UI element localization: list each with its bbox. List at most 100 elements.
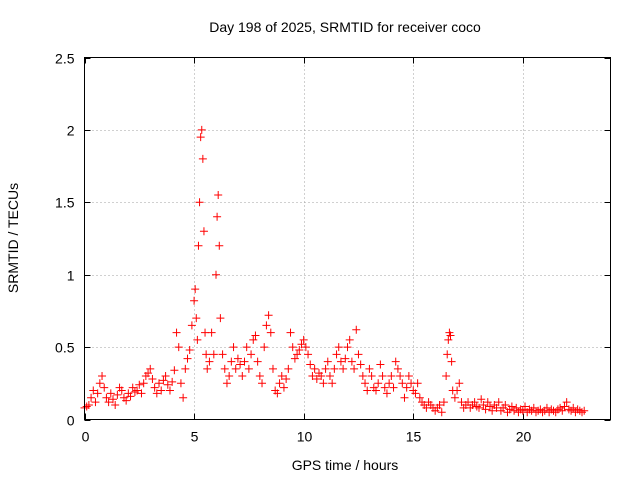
data-point [159,376,168,385]
data-point [128,383,137,392]
data-point [385,379,394,388]
data-point [117,386,126,395]
data-point [146,364,155,373]
data-point [398,379,407,388]
data-point [472,402,481,411]
data-point [172,328,181,337]
data-point [155,379,164,388]
data-point [290,354,299,363]
data-point [93,389,102,398]
data-point [227,357,236,366]
x-tick-label: 10 [297,429,313,445]
data-point [356,360,365,369]
data-point [139,379,148,388]
data-point [321,364,330,373]
data-point [361,379,370,388]
data-point [266,328,275,337]
data-point [286,328,295,337]
data-point [560,402,569,411]
data-point [242,343,251,352]
data-point [199,227,208,236]
data-point [197,125,206,134]
data-point [299,335,308,344]
data-point [319,379,328,388]
data-point [350,364,359,373]
data-point [367,372,376,381]
data-point [288,343,297,352]
data-point [336,357,345,366]
data-point [108,395,117,404]
data-point [150,383,159,392]
data-point [304,350,313,359]
data-point [179,393,188,402]
data-point [325,372,334,381]
x-axis-label: GPS time / hours [292,457,399,473]
data-point [387,372,396,381]
data-point [345,335,354,344]
data-point [98,372,107,381]
x-tick-label: 0 [82,429,90,445]
data-point [479,401,488,410]
data-point [332,350,341,359]
x-tick-label: 20 [516,429,532,445]
data-point [84,401,93,410]
data-point [488,406,497,415]
data-point [185,345,194,354]
data-point [363,386,372,395]
data-point [347,357,356,366]
data-point [198,154,207,163]
data-point [391,357,400,366]
data-point [222,379,231,388]
data-point [104,398,113,407]
data-point [402,383,411,392]
data-point [262,321,271,330]
data-point [501,401,510,410]
data-point [529,403,538,412]
data-point [165,386,174,395]
y-tick-label: 1.5 [55,195,75,211]
data-point [507,402,516,411]
data-point [258,379,267,388]
data-point [343,343,352,352]
data-point [249,335,258,344]
data-point [213,212,222,221]
data-point [400,393,409,402]
data-point [310,364,319,373]
data-point [111,401,120,410]
data-point [130,387,139,396]
data-point [374,379,383,388]
data-point [273,389,282,398]
data-point [260,343,269,352]
y-tick-label: 0 [67,413,75,429]
data-point [339,364,348,373]
data-point [231,364,240,373]
data-point [229,343,238,352]
data-point [113,390,122,399]
data-point [100,383,109,392]
data-point [218,350,227,359]
data-point [82,402,91,411]
data-point [365,364,374,373]
data-point [284,364,293,373]
data-point [443,350,452,359]
data-point [453,386,462,395]
data-point [183,354,192,363]
data-point [475,403,483,412]
data-point [174,343,183,352]
x-tick-label: 5 [191,429,199,445]
data-point [251,331,260,340]
data-point [264,311,273,320]
data-point [95,379,104,388]
data-point [334,343,343,352]
data-point [437,408,446,417]
data-point [203,364,212,373]
data-point [279,383,288,392]
y-tick-label: 1 [67,268,75,284]
data-point [282,374,291,383]
data-point [295,345,304,354]
data-point [238,372,247,381]
data-point [396,372,405,381]
data-point [317,372,326,381]
data-point [494,398,503,407]
